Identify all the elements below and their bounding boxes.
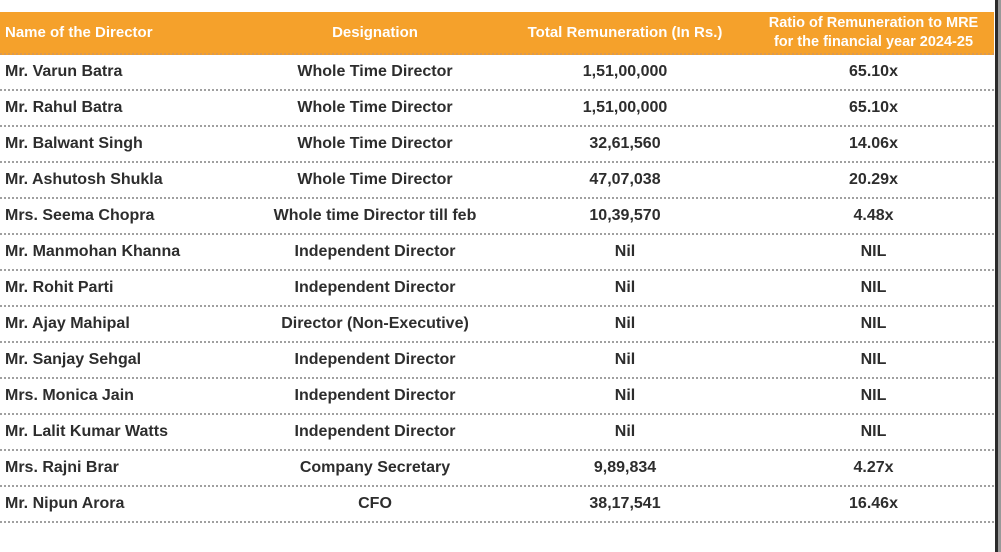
table-row: Mrs. Rajni Brar Company Secretary 9,89,8… bbox=[0, 451, 994, 487]
remuneration-cell: Nil bbox=[614, 243, 636, 260]
remuneration-cell: 38,17,541 bbox=[589, 495, 661, 512]
table-row: Mr. Varun Batra Whole Time Director 1,51… bbox=[0, 55, 994, 91]
remuneration-cell: 10,39,570 bbox=[589, 207, 661, 224]
ratio-cell: NIL bbox=[860, 279, 887, 296]
column-header-designation: Designation bbox=[332, 24, 418, 41]
director-name-cell: Mrs. Rajni Brar bbox=[5, 459, 119, 476]
designation-cell: Independent Director bbox=[294, 387, 456, 404]
ratio-cell: NIL bbox=[860, 423, 887, 440]
director-name-cell: Mr. Ajay Mahipal bbox=[5, 315, 130, 332]
table-row: Mr. Ashutosh Shukla Whole Time Director … bbox=[0, 163, 994, 199]
designation-cell: Independent Director bbox=[294, 243, 456, 260]
table-row: Mr. Ajay Mahipal Director (Non-Executive… bbox=[0, 307, 994, 343]
designation-cell: Whole Time Director bbox=[297, 63, 453, 80]
remuneration-cell: Nil bbox=[614, 387, 636, 404]
director-name-cell: Mr. Sanjay Sehgal bbox=[5, 351, 142, 368]
designation-cell: CFO bbox=[358, 495, 392, 512]
table-row: Mr. Nipun Arora CFO 38,17,541 16.46x bbox=[0, 487, 994, 523]
director-name-cell: Mr. Balwant Singh bbox=[5, 135, 143, 152]
director-name-cell: Mr. Rohit Parti bbox=[5, 279, 114, 296]
designation-cell: Whole Time Director bbox=[297, 99, 453, 116]
table-row: Mr. Manmohan Khanna Independent Director… bbox=[0, 235, 994, 271]
designation-cell: Independent Director bbox=[294, 423, 456, 440]
ratio-cell: NIL bbox=[860, 387, 887, 404]
page-edge-light bbox=[998, 0, 1001, 552]
remuneration-cell: Nil bbox=[614, 315, 636, 332]
director-name-cell: Mrs. Monica Jain bbox=[5, 387, 134, 404]
table-row: Mr. Sanjay Sehgal Independent Director N… bbox=[0, 343, 994, 379]
table-row: Mr. Rahul Batra Whole Time Director 1,51… bbox=[0, 91, 994, 127]
ratio-cell: 16.46x bbox=[849, 495, 898, 512]
designation-cell: Independent Director bbox=[294, 279, 456, 296]
table-row: Mrs. Seema Chopra Whole time Director ti… bbox=[0, 199, 994, 235]
designation-cell: Whole time Director till feb bbox=[273, 207, 477, 224]
designation-cell: Whole Time Director bbox=[297, 135, 453, 152]
remuneration-cell: 32,61,560 bbox=[589, 135, 661, 152]
column-header-total-remuneration: Total Remuneration (In Rs.) bbox=[527, 24, 723, 41]
director-name-cell: Mr. Nipun Arora bbox=[5, 495, 125, 512]
remuneration-table: Name of the Director Designation Total R… bbox=[0, 12, 994, 523]
table-row: Mr. Rohit Parti Independent Director Nil… bbox=[0, 271, 994, 307]
ratio-cell: 4.27x bbox=[853, 459, 894, 476]
director-name-cell: Mr. Ashutosh Shukla bbox=[5, 171, 163, 188]
column-header-remuneration-ratio: Ratio of Remuneration to MRE for the fin… bbox=[768, 15, 979, 50]
table-row: Mr. Lalit Kumar Watts Independent Direct… bbox=[0, 415, 994, 451]
remuneration-cell: Nil bbox=[614, 423, 636, 440]
remuneration-cell: 1,51,00,000 bbox=[582, 63, 668, 80]
page-edge-dark bbox=[995, 0, 998, 552]
remuneration-cell: 47,07,038 bbox=[589, 171, 661, 188]
designation-cell: Independent Director bbox=[294, 351, 456, 368]
director-name-cell: Mr. Manmohan Khanna bbox=[5, 243, 181, 260]
designation-cell: Director (Non-Executive) bbox=[281, 315, 469, 332]
table-row: Mr. Balwant Singh Whole Time Director 32… bbox=[0, 127, 994, 163]
director-name-cell: Mr. Lalit Kumar Watts bbox=[5, 423, 168, 440]
remuneration-cell: 9,89,834 bbox=[593, 459, 657, 476]
ratio-cell: 4.48x bbox=[853, 207, 894, 224]
designation-cell: Company Secretary bbox=[299, 459, 451, 476]
ratio-cell: 14.06x bbox=[849, 135, 898, 152]
designation-cell: Whole Time Director bbox=[297, 171, 453, 188]
remuneration-cell: 1,51,00,000 bbox=[582, 99, 668, 116]
director-name-cell: Mr. Rahul Batra bbox=[5, 99, 123, 116]
column-header-director-name: Name of the Director bbox=[5, 24, 153, 41]
ratio-cell: NIL bbox=[860, 243, 887, 260]
director-name-cell: Mrs. Seema Chopra bbox=[5, 207, 155, 224]
director-name-cell: Mr. Varun Batra bbox=[5, 63, 123, 80]
remuneration-cell: Nil bbox=[614, 351, 636, 368]
ratio-cell: NIL bbox=[860, 315, 887, 332]
ratio-cell: NIL bbox=[860, 351, 887, 368]
ratio-cell: 65.10x bbox=[849, 99, 898, 116]
ratio-cell: 65.10x bbox=[849, 63, 898, 80]
table-row: Mrs. Monica Jain Independent Director Ni… bbox=[0, 379, 994, 415]
ratio-cell: 20.29x bbox=[849, 171, 898, 188]
remuneration-cell: Nil bbox=[614, 279, 636, 296]
table-header-row: Name of the Director Designation Total R… bbox=[0, 12, 994, 55]
